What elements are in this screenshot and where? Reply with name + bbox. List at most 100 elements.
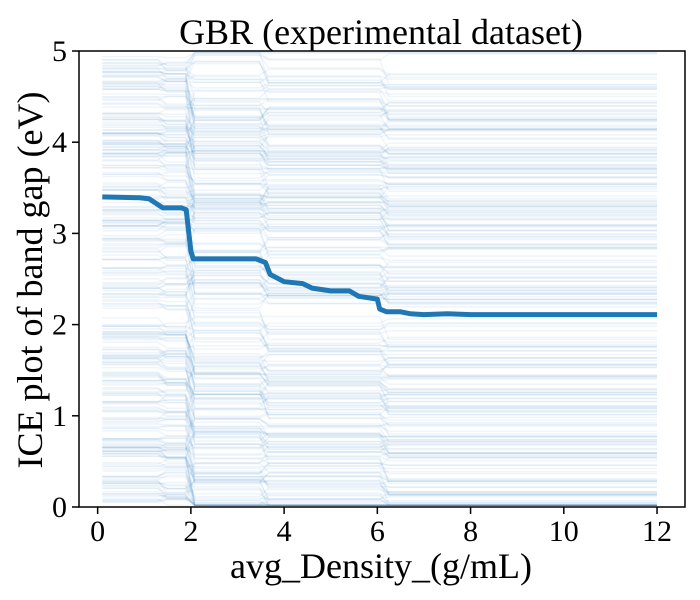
- ice-curve: [102, 478, 657, 503]
- ice-curve: [102, 128, 657, 149]
- ice-curve: [102, 272, 657, 291]
- ice-curve: [102, 330, 657, 373]
- ice-curve: [102, 273, 657, 309]
- ice-curve: [102, 446, 657, 504]
- ice-curve: [102, 327, 657, 368]
- ice-curve: [102, 132, 657, 166]
- ice-curve: [102, 418, 657, 464]
- ice-curve: [102, 233, 657, 260]
- ice-curve: [102, 374, 657, 398]
- ice-curve: [102, 440, 657, 474]
- ice-curve: [102, 403, 657, 451]
- ice-curve: [102, 349, 657, 455]
- ice-curve: [102, 275, 657, 298]
- ice-curve: [102, 118, 657, 159]
- ice-curve: [102, 363, 657, 401]
- ice-curve: [102, 116, 657, 175]
- ice-curve: [102, 155, 657, 232]
- ice-curve: [102, 124, 657, 155]
- ice-curve: [102, 206, 657, 219]
- ice-curve: [102, 106, 657, 151]
- ice-curve: [102, 114, 657, 161]
- ice-curve: [102, 60, 657, 87]
- ice-curve: [102, 399, 657, 449]
- ice-curve: [102, 109, 657, 134]
- ice-curve: [102, 444, 657, 456]
- ice-curve: [102, 484, 657, 506]
- ice-curve: [102, 152, 657, 232]
- ice-curve: [102, 102, 657, 116]
- ice-curve: [102, 120, 657, 155]
- ice-curve: [102, 493, 657, 506]
- ice-curve: [102, 60, 657, 90]
- ice-curve: [102, 375, 657, 396]
- ice-curve: [102, 291, 657, 341]
- ice-curve: [102, 258, 657, 305]
- ice-curve: [102, 355, 657, 420]
- y-tick-label: 4: [52, 126, 67, 159]
- ice-curve: [102, 462, 657, 494]
- ice-curve: [102, 71, 657, 118]
- ice-curve: [102, 242, 657, 257]
- ice-curve: [102, 410, 657, 451]
- ice-curve: [102, 497, 657, 506]
- ice-curve: [102, 265, 657, 328]
- ice-curve: [102, 376, 657, 420]
- ice-curve: [102, 401, 657, 444]
- ice-curve: [102, 457, 657, 490]
- ice-curve: [102, 391, 657, 403]
- ice-curve: [102, 448, 657, 503]
- ice-curve: [102, 218, 657, 238]
- ice-curve: [102, 264, 657, 274]
- ice-curve: [102, 98, 657, 155]
- ice-curve: [102, 274, 657, 288]
- average-pd-line: [102, 194, 657, 318]
- ice-curve: [102, 360, 657, 404]
- ice-curve: [102, 287, 657, 352]
- ice-curve: [102, 443, 657, 459]
- ice-curve: [102, 298, 657, 353]
- ice-curve: [102, 296, 657, 366]
- ice-curve: [102, 238, 657, 274]
- ice-curve: [102, 388, 657, 415]
- ice-curve: [102, 174, 657, 189]
- ice-curve: [102, 135, 657, 169]
- ice-curve: [102, 362, 657, 437]
- ice-curve: [102, 372, 657, 407]
- ice-curve: [102, 478, 657, 495]
- ice-curve: [102, 487, 657, 506]
- ice-curve: [102, 195, 657, 210]
- ice-curve: [102, 446, 657, 505]
- ice-curve: [102, 118, 657, 139]
- ice-curve: [102, 202, 657, 218]
- ice-curve: [102, 164, 657, 203]
- ice-curve: [102, 469, 657, 485]
- ice-curve: [102, 382, 657, 414]
- ice-curve: [102, 305, 657, 347]
- ice-curve: [102, 333, 657, 393]
- ice-curve: [102, 223, 657, 244]
- ice-curve: [102, 248, 657, 289]
- ice-curve: [102, 450, 657, 506]
- ice-curve: [102, 350, 657, 378]
- ice-curve: [102, 267, 657, 301]
- ice-curve: [102, 489, 657, 506]
- ice-curve: [102, 78, 657, 140]
- ice-curve: [102, 316, 657, 331]
- ice-curve: [102, 194, 657, 245]
- ice-curve: [102, 321, 657, 347]
- ice-curve: [102, 462, 657, 496]
- ice-curve: [102, 437, 657, 494]
- ice-curve: [102, 93, 657, 128]
- ice-curve: [102, 171, 657, 217]
- x-tick-label: 6: [370, 515, 385, 548]
- ice-curve: [102, 387, 657, 447]
- ice-curve: [102, 453, 657, 488]
- ice-curve: [102, 394, 657, 454]
- ice-curve: [102, 220, 657, 249]
- ice-curve: [102, 180, 657, 194]
- ice-curve: [102, 70, 657, 107]
- ice-curve: [102, 227, 657, 252]
- ice-curve: [102, 300, 657, 343]
- y-tick-label: 0: [52, 491, 67, 524]
